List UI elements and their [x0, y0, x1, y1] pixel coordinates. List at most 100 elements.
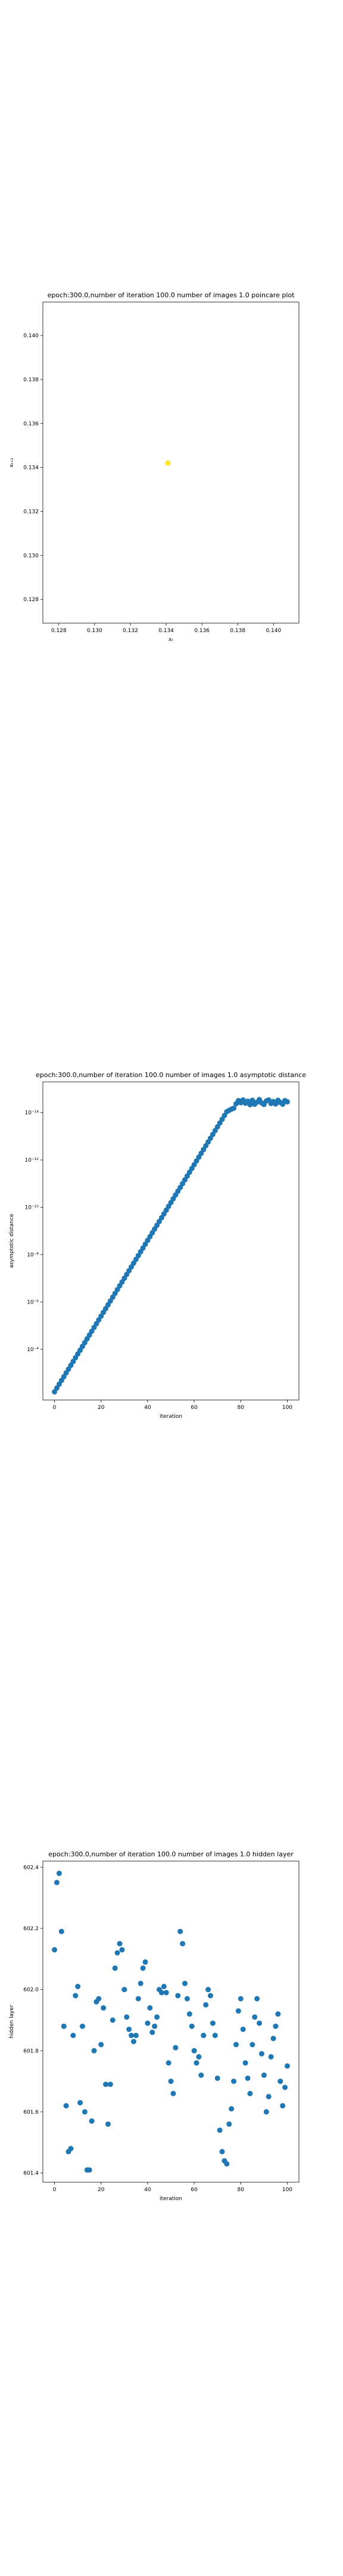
point — [268, 2054, 274, 2060]
y-tick-label: 10⁻¹⁰ — [25, 1205, 39, 1211]
point — [214, 2075, 220, 2081]
point — [275, 2011, 281, 2017]
point — [77, 2100, 83, 2106]
x-tick-label: 80 — [238, 2187, 245, 2193]
point — [75, 1983, 81, 1989]
y-tick-label: 0.134 — [23, 465, 39, 471]
y-axis-label: asymptotic distance — [9, 1214, 15, 1268]
y-tick-label: 0.130 — [23, 553, 39, 559]
point — [105, 2121, 111, 2127]
x-axis-label: xₜ — [169, 637, 173, 643]
point — [270, 2036, 276, 2042]
point — [124, 2014, 130, 2020]
point — [98, 2042, 104, 2048]
point — [224, 2161, 230, 2167]
point — [130, 2039, 136, 2045]
point — [175, 1993, 181, 1999]
point — [161, 1983, 167, 1989]
point — [186, 2011, 192, 2017]
y-tick-label: 602.2 — [23, 1926, 39, 1932]
x-tick-label: 0.136 — [194, 628, 210, 634]
y-tick-label: 0.128 — [23, 597, 39, 603]
point — [280, 2103, 286, 2109]
point — [231, 2079, 237, 2085]
point — [252, 2014, 258, 2020]
point — [126, 2026, 132, 2032]
point — [140, 1965, 146, 1971]
point — [166, 2060, 172, 2066]
point — [212, 2033, 218, 2039]
x-axis-label: iteration — [160, 2196, 182, 2202]
point — [177, 1928, 183, 1934]
chart-title: epoch:300.0,number of iteration 100.0 nu… — [48, 291, 295, 299]
chart-title: epoch:300.0,number of iteration 100.0 nu… — [48, 1850, 294, 1858]
point — [52, 1947, 58, 1953]
x-tick-label: 20 — [98, 2187, 105, 2193]
point — [58, 1928, 64, 1934]
x-tick-label: 0.140 — [266, 628, 281, 634]
point — [261, 2072, 267, 2078]
point — [107, 2082, 113, 2087]
y-axis-label: xₜ₊₁ — [9, 458, 15, 468]
point — [135, 1996, 141, 2002]
point — [198, 2072, 204, 2078]
point — [217, 2127, 223, 2133]
x-tick-label: 0.132 — [123, 628, 138, 634]
point — [201, 2033, 207, 2039]
point — [263, 2109, 269, 2115]
point — [184, 1996, 190, 2002]
point — [196, 2054, 202, 2060]
point — [207, 1993, 213, 1999]
x-tick-label: 0 — [53, 1405, 57, 1411]
point — [103, 2082, 109, 2087]
point — [112, 1965, 118, 1971]
x-axis-label: iteration — [160, 1414, 182, 1420]
x-tick-label: 100 — [282, 2187, 292, 2193]
point — [82, 2109, 88, 2115]
point — [250, 1097, 255, 1103]
point — [89, 2118, 95, 2124]
point — [247, 1102, 253, 1107]
y-tick-label: 10⁻⁸ — [27, 1252, 39, 1258]
point — [133, 2033, 139, 2039]
point — [226, 2121, 232, 2127]
point — [68, 2146, 74, 2152]
point — [284, 1099, 290, 1105]
x-tick-label: 60 — [191, 2187, 198, 2193]
y-tick-label: 10⁻⁴ — [27, 1347, 39, 1353]
point — [114, 1950, 120, 1956]
y-tick-label: 0.136 — [23, 421, 39, 427]
point — [73, 1993, 79, 1999]
point — [238, 1996, 244, 2002]
point — [284, 2063, 290, 2069]
point — [110, 2017, 116, 2023]
point — [63, 2103, 69, 2109]
x-tick-label: 60 — [191, 1405, 198, 1411]
point — [257, 2020, 263, 2026]
point — [96, 1996, 102, 2002]
point — [247, 2090, 253, 2096]
point — [219, 2149, 225, 2155]
point — [173, 2045, 179, 2051]
y-tick-label: 10⁻⁶ — [27, 1299, 39, 1305]
x-tick-label: 0 — [53, 2187, 57, 2193]
point — [152, 2023, 158, 2029]
point — [163, 1990, 169, 1996]
plot-frame — [42, 1081, 300, 1401]
point — [191, 2048, 197, 2054]
x-tick-label: 0.134 — [158, 628, 174, 634]
y-tick-label: 602.0 — [23, 1987, 39, 1993]
y-tick-label: 10⁻¹⁴ — [25, 1110, 39, 1116]
y-tick-label: 0.140 — [23, 333, 39, 339]
x-tick-label: 0.130 — [87, 628, 102, 634]
point — [210, 2020, 216, 2026]
x-tick-label: 40 — [144, 2187, 151, 2193]
point — [170, 2090, 176, 2096]
point — [142, 1959, 148, 1965]
x-tick-label: 80 — [238, 1405, 245, 1411]
point — [245, 2075, 251, 2081]
y-tick-label: 0.138 — [23, 377, 39, 383]
point — [205, 1987, 211, 1993]
point — [231, 1105, 237, 1111]
